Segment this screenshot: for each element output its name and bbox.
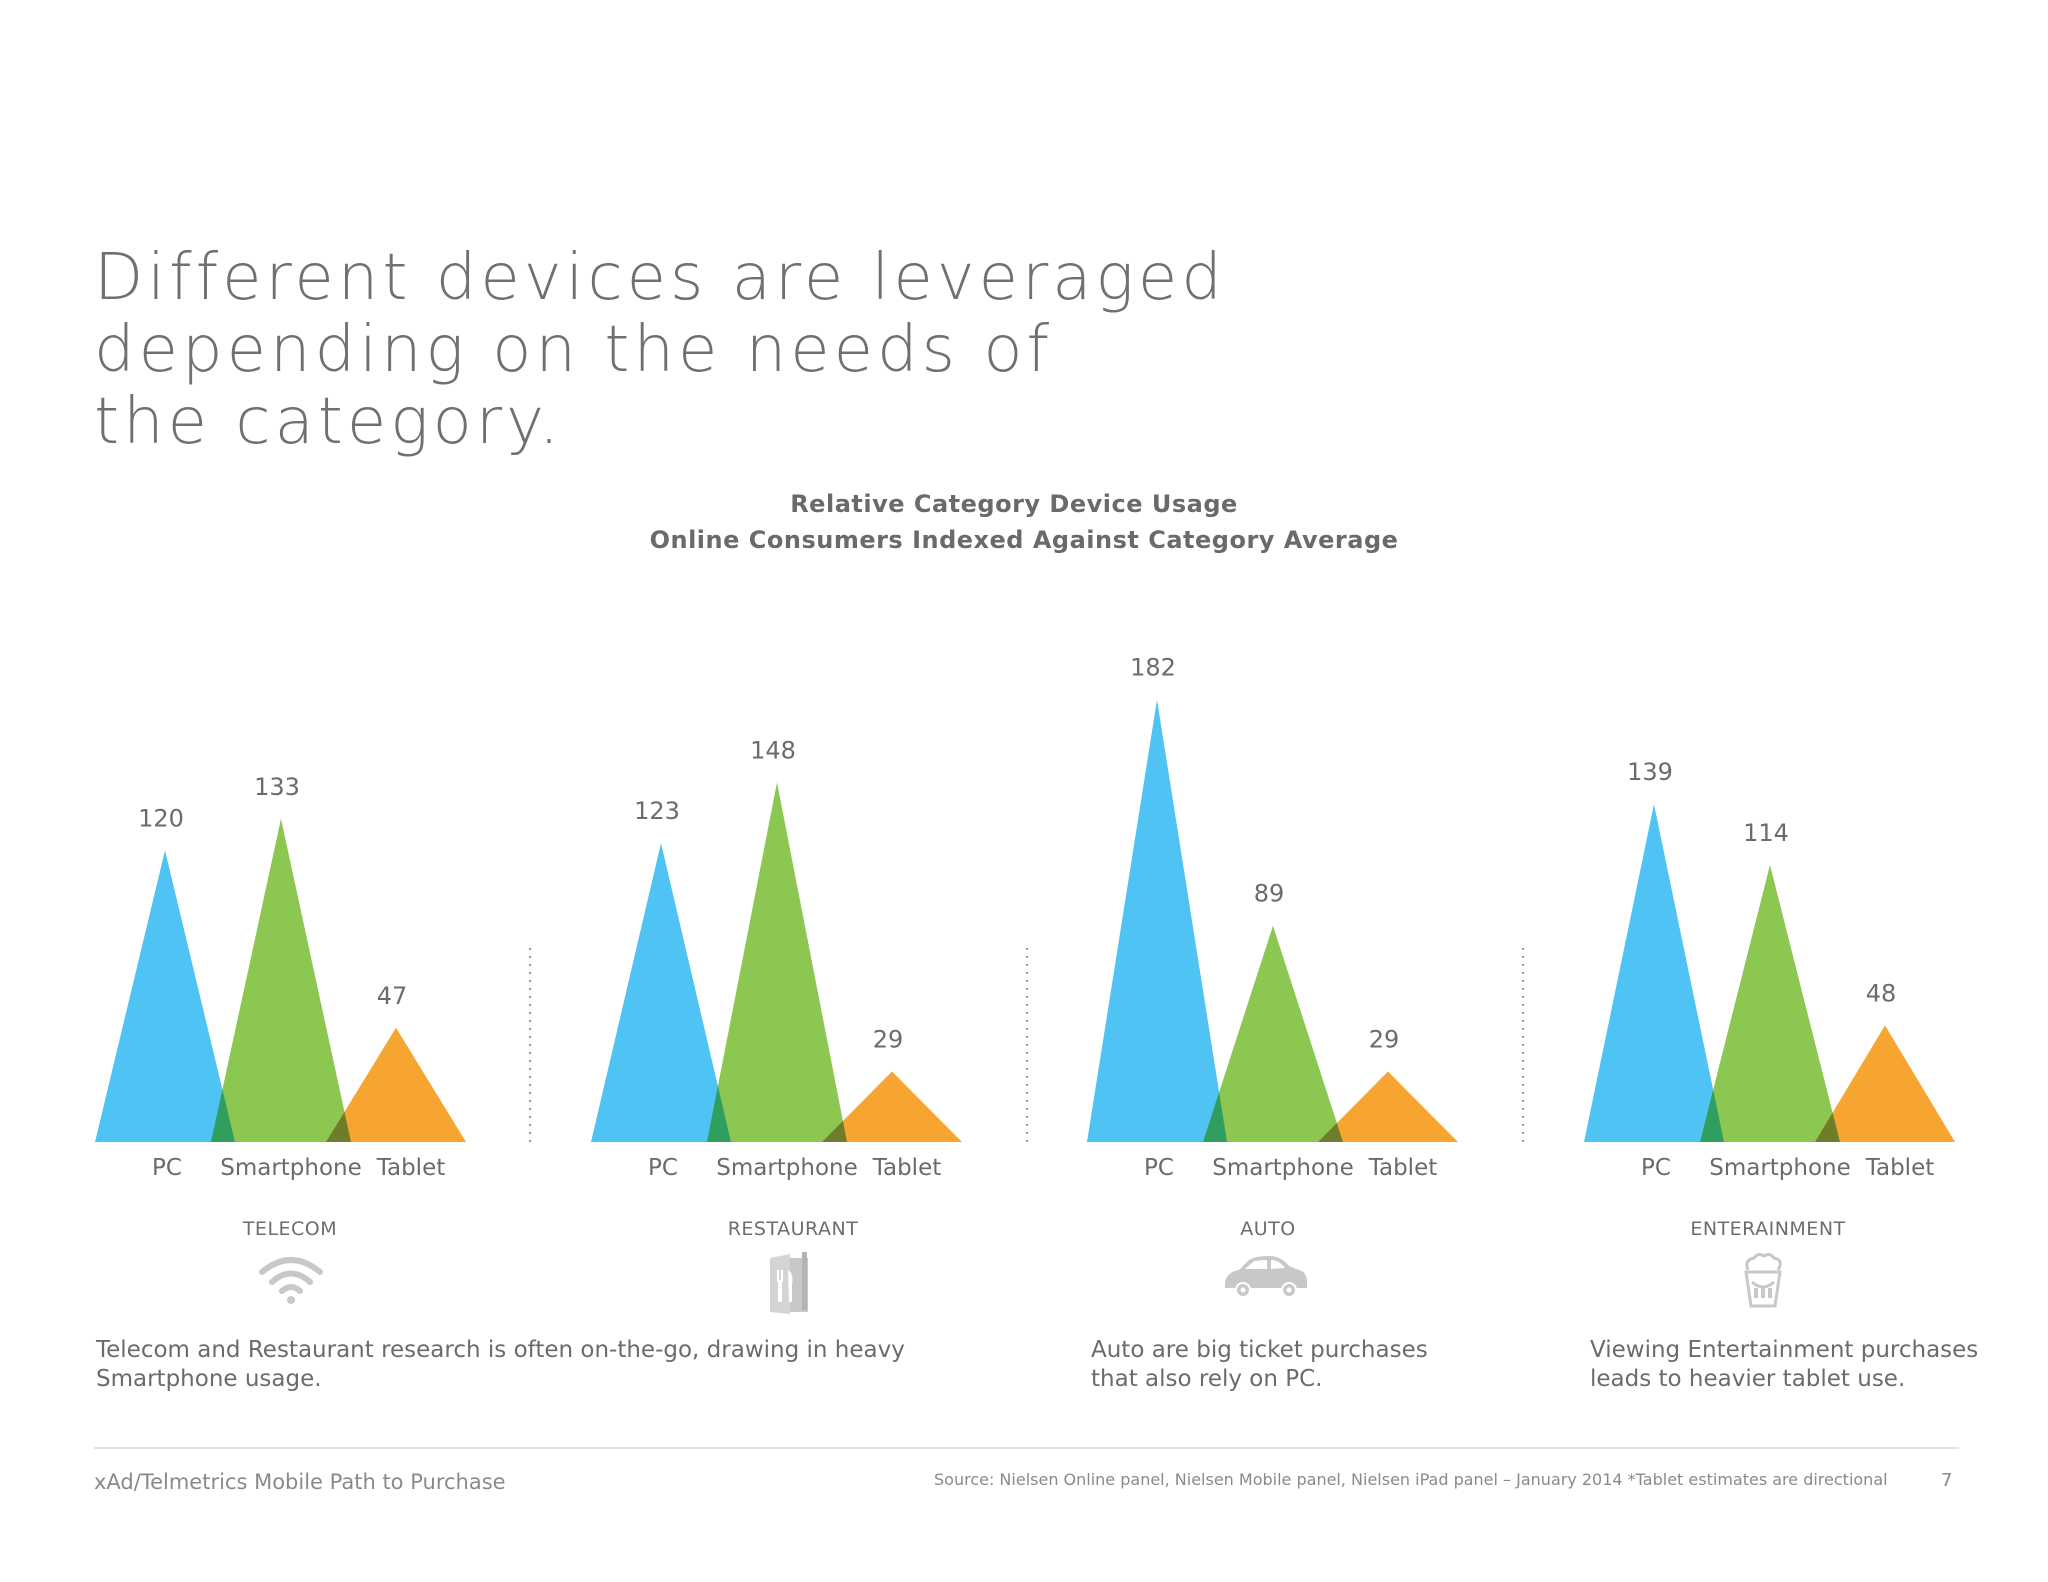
restaurant-tablet-triangle bbox=[822, 1071, 962, 1142]
auto-axis-label-smartphone: Smartphone bbox=[1212, 1155, 1354, 1181]
auto-axis-label-pc: PC bbox=[1144, 1155, 1174, 1181]
telecom-overlap-2 bbox=[326, 1111, 351, 1142]
restaurant-smartphone-value-label: 148 bbox=[750, 736, 796, 764]
enterainment-pc-value-label: 139 bbox=[1627, 758, 1673, 786]
car-icon bbox=[1225, 1256, 1307, 1298]
auto-tablet-value-label: 29 bbox=[1369, 1026, 1400, 1054]
note-3-line-1: Viewing Entertainment purchases bbox=[1590, 1337, 1979, 1363]
telecom-tablet-value-label: 47 bbox=[377, 982, 408, 1010]
enterainment-tablet-value-label: 48 bbox=[1866, 979, 1897, 1007]
enterainment-pc-triangle bbox=[1584, 804, 1724, 1142]
popcorn-icon bbox=[1744, 1252, 1782, 1308]
headline-line-2: depending on the needs of bbox=[94, 313, 1054, 387]
headline-line-1: Different devices are leveraged bbox=[94, 241, 1226, 315]
panel-label-restaurant: RESTAURANT bbox=[727, 1218, 859, 1240]
restaurant-axis-label-pc: PC bbox=[648, 1155, 678, 1181]
auto-tablet-triangle bbox=[1318, 1071, 1458, 1142]
note-1-line-2: Smartphone usage. bbox=[96, 1366, 322, 1392]
enterainment-axis-label-pc: PC bbox=[1641, 1155, 1671, 1181]
page-number: 7 bbox=[1941, 1470, 1953, 1491]
enterainment-axis-label-smartphone: Smartphone bbox=[1709, 1155, 1851, 1181]
panel-label-entertainment: ENTERAINMENT bbox=[1690, 1218, 1846, 1240]
note-auto: Auto are big ticket purchases that also … bbox=[1091, 1336, 1428, 1394]
telecom-smartphone-triangle bbox=[211, 818, 351, 1142]
restaurant-axis-label-smartphone: Smartphone bbox=[716, 1155, 858, 1181]
auto-axis-label-tablet: Tablet bbox=[1368, 1155, 1438, 1181]
enterainment-smartphone-value-label: 114 bbox=[1743, 819, 1789, 847]
restaurant-tablet-value-label: 29 bbox=[873, 1026, 904, 1054]
panel-label-telecom: TELECOM bbox=[242, 1218, 338, 1240]
enterainment-smartphone-triangle bbox=[1700, 864, 1840, 1142]
auto-pc-value-label: 182 bbox=[1130, 654, 1176, 682]
note-1-line-1: Telecom and Restaurant research is often… bbox=[96, 1337, 905, 1363]
restaurant-menu-icon bbox=[770, 1252, 808, 1314]
restaurant-smartphone-triangle bbox=[707, 782, 847, 1142]
footer-source: Source: Nielsen Online panel, Nielsen Mo… bbox=[934, 1470, 1888, 1489]
enterainment-tablet-triangle bbox=[1815, 1025, 1955, 1142]
enterainment-axis-label-tablet: Tablet bbox=[1865, 1155, 1935, 1181]
telecom-overlap-1 bbox=[211, 1089, 235, 1142]
restaurant-pc-triangle bbox=[591, 843, 731, 1142]
restaurant-axis-label-tablet: Tablet bbox=[872, 1155, 942, 1181]
note-3-line-2: leads to heavier tablet use. bbox=[1590, 1366, 1906, 1392]
note-2-line-1: Auto are big ticket purchases bbox=[1091, 1337, 1428, 1363]
telecom-pc-triangle bbox=[95, 850, 235, 1142]
telecom-pc-value-label: 120 bbox=[138, 804, 184, 832]
restaurant-overlap-2 bbox=[822, 1120, 847, 1142]
telecom-axis-label-smartphone: Smartphone bbox=[220, 1155, 362, 1181]
headline-line-3: the category. bbox=[94, 385, 564, 459]
footer-divider bbox=[94, 1447, 1959, 1449]
auto-smartphone-triangle bbox=[1203, 925, 1343, 1142]
auto-overlap-2 bbox=[1318, 1123, 1343, 1142]
telecom-smartphone-value-label: 133 bbox=[254, 773, 300, 801]
telecom-axis-label-pc: PC bbox=[152, 1155, 182, 1181]
auto-smartphone-value-label: 89 bbox=[1254, 880, 1285, 908]
auto-overlap-1 bbox=[1203, 1092, 1227, 1142]
note-entertainment: Viewing Entertainment purchases leads to… bbox=[1590, 1336, 1978, 1394]
page-headline: Different devices are leveraged dependin… bbox=[94, 242, 1226, 458]
panel-label-auto: AUTO bbox=[1240, 1218, 1296, 1240]
note-2-line-2: that also rely on PC. bbox=[1091, 1366, 1323, 1392]
telecom-tablet-triangle bbox=[326, 1027, 466, 1142]
auto-pc-triangle bbox=[1087, 699, 1227, 1142]
restaurant-overlap-1 bbox=[707, 1086, 731, 1142]
chart-title: Relative Category Device Usage Online Co… bbox=[0, 486, 2048, 558]
chart-subtitle: Online Consumers Indexed Against Categor… bbox=[649, 526, 1399, 554]
enterainment-overlap-1 bbox=[1700, 1089, 1724, 1142]
enterainment-overlap-2 bbox=[1815, 1112, 1840, 1142]
restaurant-pc-value-label: 123 bbox=[634, 797, 680, 825]
wifi-icon bbox=[259, 1257, 323, 1304]
note-telecom-restaurant: Telecom and Restaurant research is often… bbox=[96, 1336, 905, 1394]
footer-publication: xAd/Telmetrics Mobile Path to Purchase bbox=[94, 1470, 506, 1494]
chart-title-line-1: Relative Category Device Usage bbox=[790, 490, 1238, 518]
telecom-axis-label-tablet: Tablet bbox=[376, 1155, 446, 1181]
